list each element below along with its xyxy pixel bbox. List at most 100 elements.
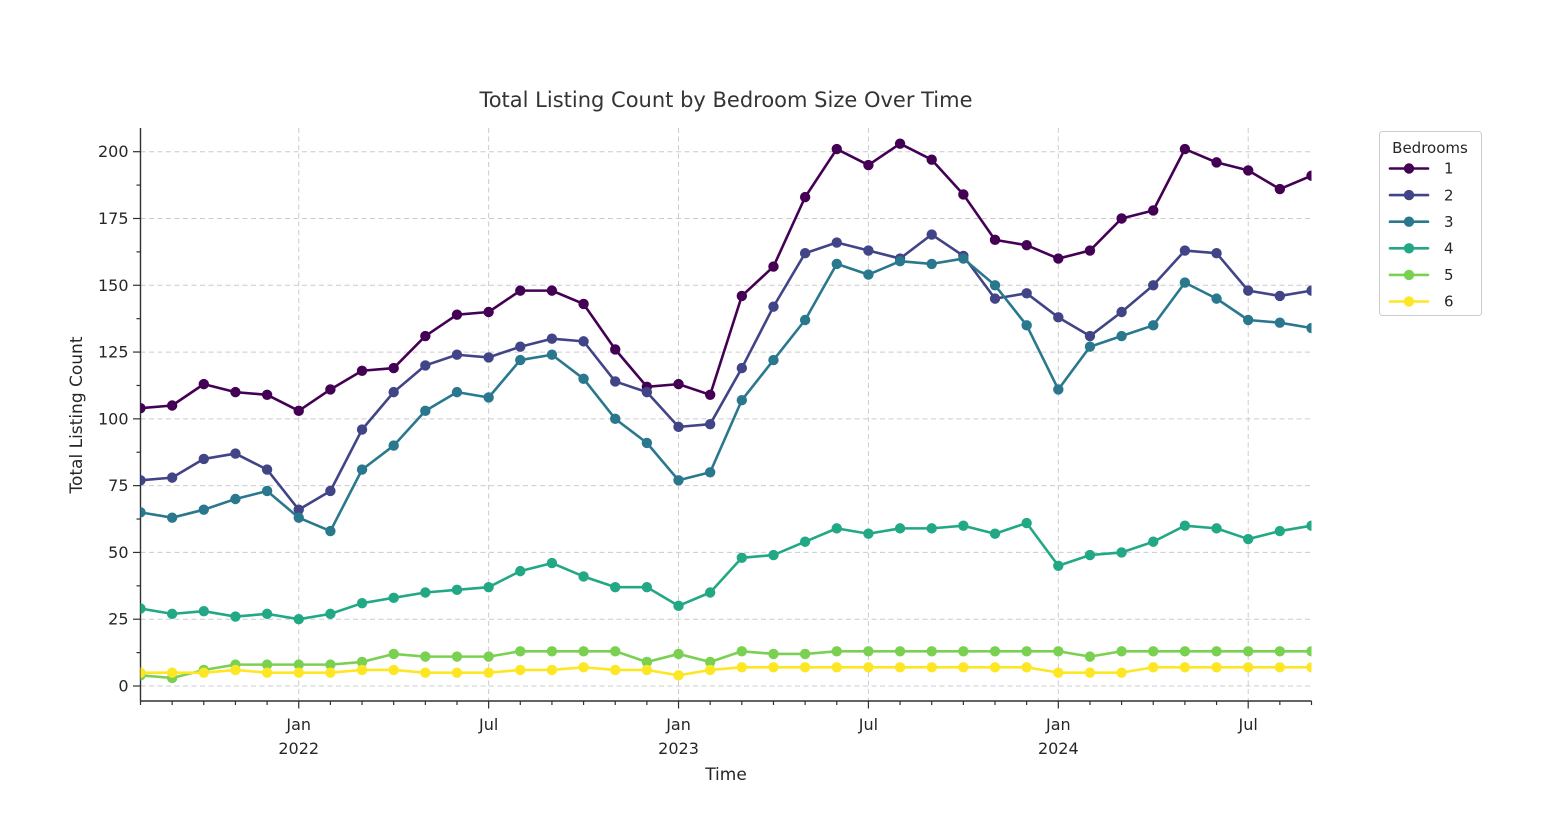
data-point bbox=[1116, 213, 1127, 224]
data-point bbox=[704, 656, 716, 668]
data-point bbox=[420, 330, 431, 342]
data-point bbox=[610, 664, 621, 676]
data-point bbox=[451, 667, 463, 678]
data-point bbox=[546, 349, 558, 360]
data-point bbox=[198, 504, 209, 515]
data-point bbox=[1243, 662, 1254, 673]
legend-label: 2 bbox=[1444, 186, 1454, 204]
data-point bbox=[1053, 560, 1064, 571]
data-point bbox=[198, 378, 209, 390]
data-point bbox=[1148, 536, 1159, 547]
series-line-1 bbox=[140, 142, 1312, 413]
data-point bbox=[261, 659, 273, 670]
data-point bbox=[1274, 662, 1286, 673]
data-point bbox=[799, 648, 811, 660]
data-point bbox=[926, 258, 937, 270]
legend-label: 4 bbox=[1444, 240, 1454, 258]
data-point bbox=[420, 651, 431, 662]
data-point bbox=[1274, 317, 1286, 328]
data-point bbox=[1116, 646, 1127, 657]
data-point bbox=[863, 159, 874, 171]
data-point bbox=[578, 336, 589, 347]
data-point bbox=[515, 646, 526, 657]
data-point bbox=[166, 400, 178, 411]
legend-item-2: 2 bbox=[1388, 186, 1454, 204]
data-point bbox=[831, 646, 842, 657]
y-tick-label: 0 bbox=[118, 677, 128, 696]
data-point bbox=[546, 557, 558, 569]
series-6-bedroom bbox=[140, 662, 1312, 681]
data-point bbox=[1053, 384, 1064, 395]
data-point bbox=[166, 608, 178, 620]
data-point bbox=[863, 245, 874, 256]
data-point bbox=[989, 662, 1001, 673]
data-point bbox=[261, 389, 273, 401]
data-point bbox=[388, 664, 399, 676]
data-point bbox=[293, 614, 304, 625]
legend-label: 1 bbox=[1444, 160, 1454, 178]
data-point bbox=[293, 667, 304, 678]
data-point bbox=[863, 269, 874, 280]
data-point bbox=[325, 384, 336, 395]
data-point bbox=[230, 611, 241, 622]
data-point bbox=[166, 667, 178, 678]
data-point bbox=[451, 309, 463, 320]
data-point bbox=[1179, 662, 1191, 673]
legend-title: Bedrooms bbox=[1392, 139, 1468, 157]
data-point bbox=[325, 667, 336, 678]
series-1-bedroom bbox=[140, 138, 1312, 417]
data-point bbox=[1243, 646, 1254, 657]
data-point bbox=[578, 571, 589, 582]
legend-item-4: 4 bbox=[1388, 240, 1454, 258]
data-point bbox=[546, 664, 558, 676]
data-point bbox=[894, 662, 906, 673]
data-point bbox=[230, 493, 241, 505]
data-point bbox=[958, 662, 969, 673]
data-point bbox=[1021, 662, 1032, 673]
data-point bbox=[261, 464, 273, 475]
x-tick-year-label: 2023 bbox=[658, 739, 699, 758]
data-point bbox=[515, 565, 526, 577]
data-point bbox=[831, 237, 842, 248]
x-axis-label: Time bbox=[704, 765, 747, 785]
data-point bbox=[989, 280, 1001, 291]
x-tick-label: Jul bbox=[1238, 715, 1258, 734]
data-point bbox=[356, 365, 368, 376]
data-point bbox=[515, 341, 526, 352]
data-point bbox=[293, 504, 304, 515]
data-point bbox=[388, 386, 399, 398]
data-point bbox=[1021, 240, 1032, 251]
data-point bbox=[261, 485, 273, 497]
data-point bbox=[768, 648, 779, 660]
data-point bbox=[799, 662, 811, 673]
data-point bbox=[989, 646, 1001, 657]
data-point bbox=[1084, 330, 1096, 342]
data-point bbox=[1211, 157, 1222, 168]
legend-label: 6 bbox=[1444, 293, 1454, 311]
series-layer bbox=[140, 138, 1312, 684]
data-point bbox=[483, 352, 494, 363]
y-tick-label: 75 bbox=[108, 476, 128, 495]
data-point bbox=[166, 472, 178, 483]
data-point bbox=[1148, 662, 1159, 673]
data-point bbox=[1243, 165, 1254, 176]
data-point bbox=[451, 651, 463, 662]
data-point bbox=[1116, 306, 1127, 318]
data-point bbox=[356, 597, 368, 609]
data-point bbox=[1021, 288, 1032, 299]
data-point bbox=[1306, 285, 1312, 296]
data-point bbox=[894, 646, 906, 657]
data-point bbox=[1243, 314, 1254, 326]
y-tick-label: 50 bbox=[108, 543, 128, 562]
series-line-6 bbox=[140, 665, 1312, 677]
data-point bbox=[1306, 662, 1312, 673]
data-point bbox=[325, 608, 336, 620]
series-line-2 bbox=[140, 233, 1312, 511]
data-point bbox=[1116, 330, 1127, 342]
data-point bbox=[736, 290, 748, 302]
data-point bbox=[704, 664, 716, 676]
y-tick-label: 25 bbox=[108, 610, 128, 629]
data-point bbox=[388, 362, 399, 374]
data-point bbox=[140, 475, 146, 486]
data-point bbox=[1211, 248, 1222, 259]
